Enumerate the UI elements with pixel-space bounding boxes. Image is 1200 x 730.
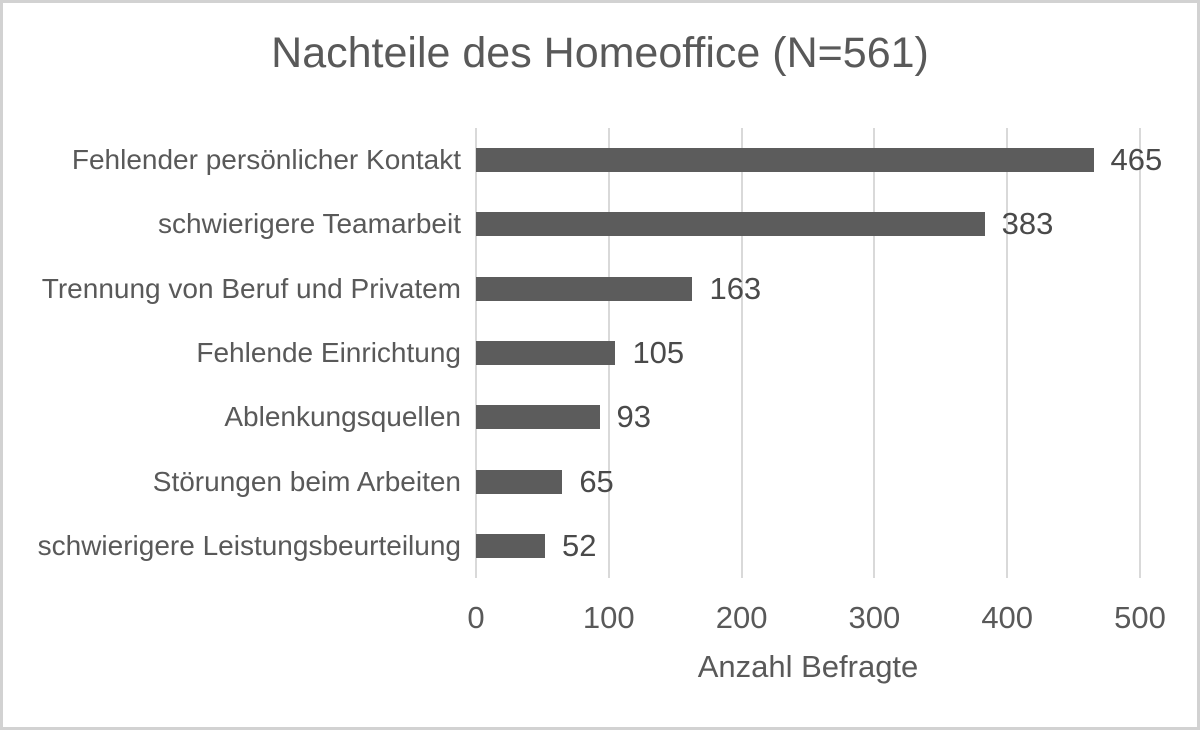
gridline-x-400 [1006, 128, 1009, 578]
bar-1 [476, 148, 1094, 173]
value-label-6: 65 [579, 463, 614, 499]
category-label-4: Fehlende Einrichtung [196, 336, 461, 368]
bar-6 [476, 469, 563, 494]
x-tick-label-200: 200 [715, 600, 768, 635]
value-label-7: 52 [562, 527, 597, 563]
chart-title: Nachteile des Homeoffice (N=561) [271, 29, 929, 77]
bar-2 [476, 212, 985, 237]
bar-row-5: 93 [476, 385, 1140, 449]
bar-row-1: 465 [476, 128, 1162, 192]
bar-4 [476, 340, 616, 365]
category-label-5: Ablenkungsquellen [224, 401, 461, 433]
category-label-2: schwierigere Teamarbeit [158, 208, 461, 240]
value-label-3: 163 [709, 270, 762, 306]
bar-row-7: 52 [476, 514, 1140, 578]
x-tick-label-100: 100 [582, 600, 635, 635]
category-label-6: Störungen beim Arbeiten [152, 465, 461, 497]
value-label-2: 383 [1001, 206, 1054, 242]
x-axis-title: Anzahl Befragte [697, 649, 919, 684]
value-label-4: 105 [632, 334, 685, 370]
bar-row-6: 65 [476, 449, 1140, 513]
x-tick-label-500: 500 [1114, 600, 1166, 635]
bar-row-2: 383 [476, 192, 1140, 256]
gridline-x-200 [740, 128, 743, 578]
category-label-7: schwierigere Leistungsbeurteilung [37, 529, 461, 561]
category-axis: Fehlender persönlicher Kontakt schwierige… [9, 128, 461, 578]
category-label-3: Trennung von Beruf und Privatem [41, 272, 461, 304]
bar-3 [476, 276, 693, 301]
bar-row-4: 105 [476, 321, 1140, 385]
bar-5 [476, 405, 600, 430]
gridline-x-500 [1139, 128, 1141, 578]
value-label-1: 465 [1110, 142, 1163, 178]
gridline-x-300 [873, 128, 876, 578]
bar-row-3: 163 [476, 257, 1140, 321]
plot-area: 465 383 163 105 93 65 52 [475, 128, 1162, 578]
value-label-5: 93 [616, 399, 651, 435]
x-tick-label-400: 400 [981, 600, 1034, 635]
x-tick-label-0: 0 [467, 600, 485, 635]
x-tick-label-300: 300 [848, 600, 901, 635]
category-label-1: Fehlender persönlicher Kontakt [71, 144, 461, 176]
bar-7 [476, 533, 546, 558]
